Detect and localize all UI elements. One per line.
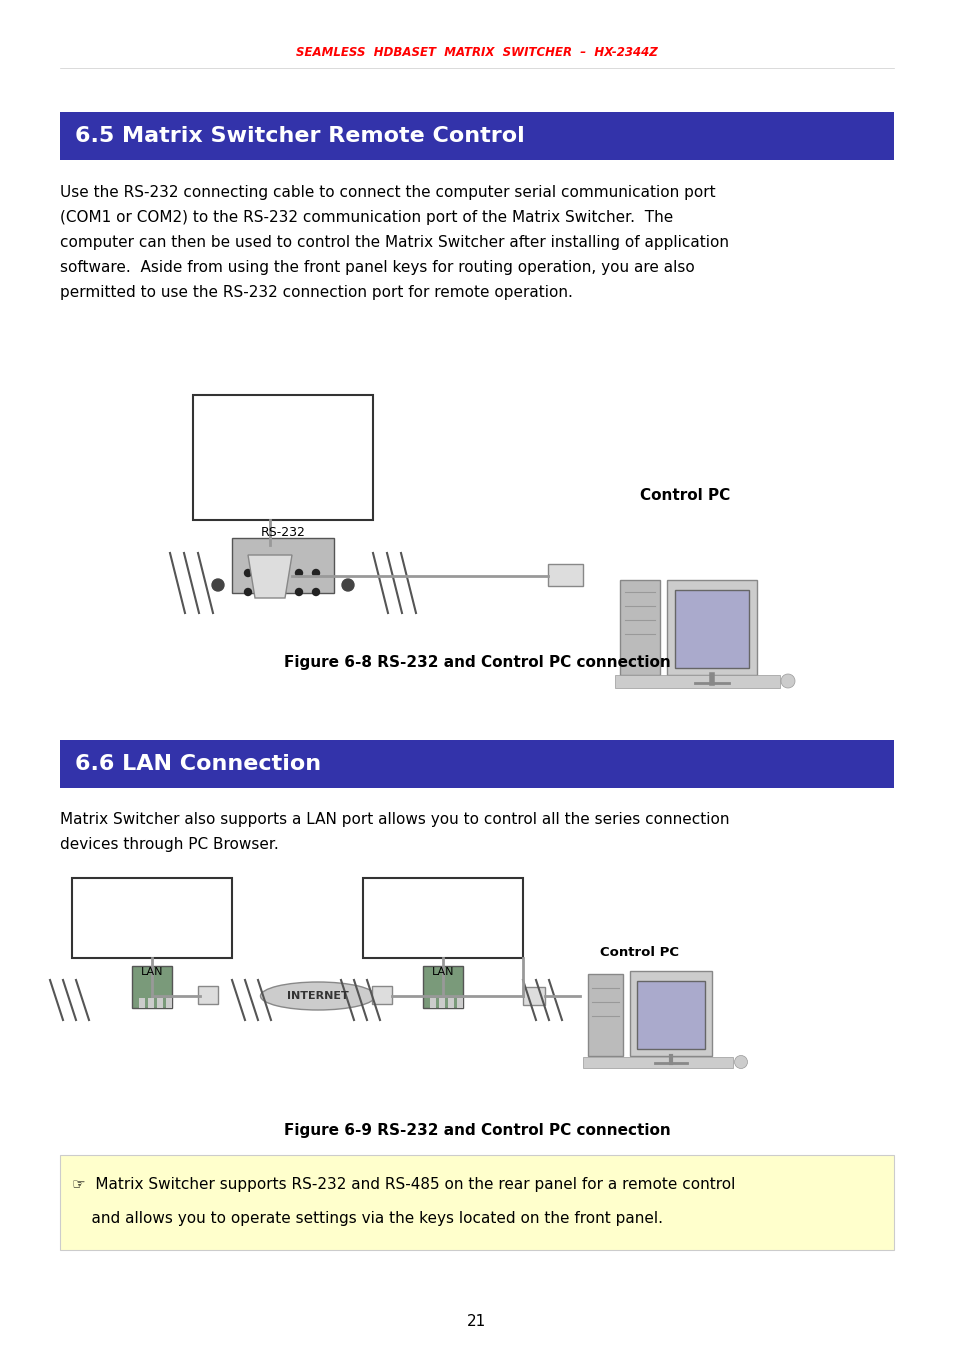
Bar xyxy=(193,394,373,520)
Text: Control PC: Control PC xyxy=(639,488,729,503)
Bar xyxy=(615,676,780,688)
Bar xyxy=(166,998,172,1008)
Text: 21: 21 xyxy=(467,1315,486,1329)
Circle shape xyxy=(244,570,252,577)
Text: Control PC: Control PC xyxy=(599,947,679,959)
Circle shape xyxy=(313,589,319,596)
Bar xyxy=(148,998,153,1008)
Bar xyxy=(619,580,659,676)
Text: permitted to use the RS-232 connection port for remote operation.: permitted to use the RS-232 connection p… xyxy=(60,285,572,300)
Bar xyxy=(582,1056,732,1069)
Bar xyxy=(456,998,462,1008)
Circle shape xyxy=(781,674,794,688)
Circle shape xyxy=(261,589,268,596)
Text: 6.6 LAN Connection: 6.6 LAN Connection xyxy=(75,754,321,774)
Bar xyxy=(60,740,893,788)
Bar xyxy=(547,563,582,586)
Circle shape xyxy=(341,580,354,590)
Bar xyxy=(522,988,544,1005)
Bar xyxy=(430,998,436,1008)
Text: Figure 6-9 RS-232 and Control PC connection: Figure 6-9 RS-232 and Control PC connect… xyxy=(283,1123,670,1138)
Text: 6.5 Matrix Switcher Remote Control: 6.5 Matrix Switcher Remote Control xyxy=(75,126,524,146)
Text: ☞  Matrix Switcher supports RS-232 and RS-485 on the rear panel for a remote con: ☞ Matrix Switcher supports RS-232 and RS… xyxy=(71,1177,735,1192)
Bar xyxy=(71,878,232,958)
Bar xyxy=(198,986,218,1004)
Bar xyxy=(139,998,145,1008)
Text: Matrix Switcher also supports a LAN port allows you to control all the series co: Matrix Switcher also supports a LAN port… xyxy=(60,812,729,827)
Text: (COM1 or COM2) to the RS-232 communication port of the Matrix Switcher.  The: (COM1 or COM2) to the RS-232 communicati… xyxy=(60,209,673,226)
Bar xyxy=(637,981,704,1048)
Text: Use the RS-232 connecting cable to connect the computer serial communication por: Use the RS-232 connecting cable to conne… xyxy=(60,185,715,200)
Bar xyxy=(132,966,172,1008)
Text: computer can then be used to control the Matrix Switcher after installing of app: computer can then be used to control the… xyxy=(60,235,728,250)
Text: SEAMLESS  HDBASET  MATRIX  SWITCHER  –  HX-2344Z: SEAMLESS HDBASET MATRIX SWITCHER – HX-23… xyxy=(295,46,658,58)
Circle shape xyxy=(278,570,285,577)
Circle shape xyxy=(278,589,285,596)
Polygon shape xyxy=(248,555,292,598)
Text: LAN: LAN xyxy=(432,967,454,977)
Bar xyxy=(157,998,163,1008)
Circle shape xyxy=(295,570,302,577)
Text: RS-232: RS-232 xyxy=(260,527,305,539)
Bar xyxy=(422,966,462,1008)
Circle shape xyxy=(212,580,224,590)
Bar xyxy=(675,590,748,667)
Bar xyxy=(232,538,334,593)
Circle shape xyxy=(261,570,268,577)
Text: LAN: LAN xyxy=(141,967,163,977)
Bar xyxy=(363,878,522,958)
Bar xyxy=(60,1155,893,1250)
Bar xyxy=(438,998,444,1008)
Ellipse shape xyxy=(260,982,375,1011)
Circle shape xyxy=(295,589,302,596)
Bar xyxy=(666,580,757,676)
Circle shape xyxy=(244,589,252,596)
Bar xyxy=(587,974,622,1056)
Text: devices through PC Browser.: devices through PC Browser. xyxy=(60,838,278,852)
Text: Figure 6-8 RS-232 and Control PC connection: Figure 6-8 RS-232 and Control PC connect… xyxy=(283,654,670,670)
Text: software.  Aside from using the front panel keys for routing operation, you are : software. Aside from using the front pan… xyxy=(60,259,694,276)
Circle shape xyxy=(313,570,319,577)
Bar xyxy=(60,112,893,159)
Bar xyxy=(448,998,454,1008)
Bar xyxy=(372,986,392,1004)
Bar xyxy=(629,971,711,1056)
Circle shape xyxy=(734,1055,747,1069)
Text: and allows you to operate settings via the keys located on the front panel.: and allows you to operate settings via t… xyxy=(71,1210,662,1225)
Text: INTERNET: INTERNET xyxy=(287,992,349,1001)
